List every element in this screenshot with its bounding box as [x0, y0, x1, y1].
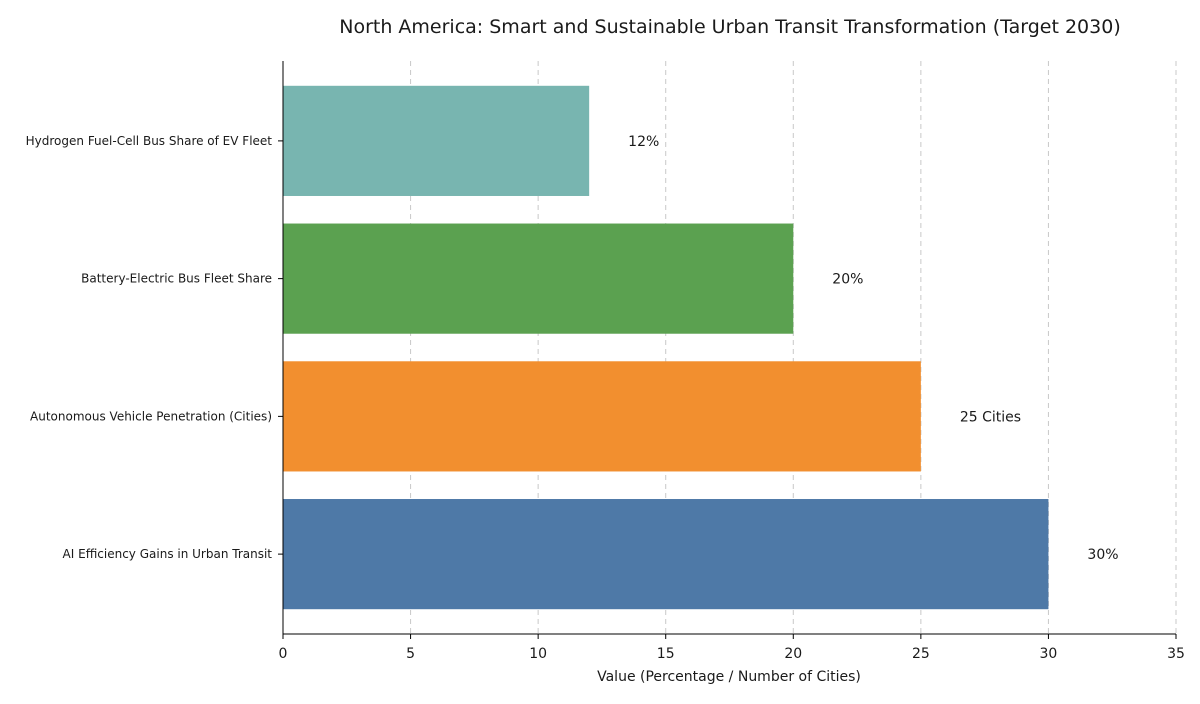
bar: [283, 223, 794, 334]
x-axis-title: Value (Percentage / Number of Cities): [597, 669, 861, 685]
bar-value-label: 20%: [832, 272, 863, 288]
x-tick-label: 35: [1167, 646, 1185, 662]
x-tick-label: 25: [912, 646, 930, 662]
x-tick-label: 0: [279, 646, 288, 662]
x-tick-label: 30: [1040, 646, 1058, 662]
bar-value-label: 30%: [1087, 547, 1118, 563]
x-tick-label: 20: [784, 646, 802, 662]
x-tick-label: 15: [657, 646, 675, 662]
axes: [282, 61, 1176, 635]
x-tick-label: 5: [406, 646, 415, 662]
data-labels: 12% 20% 25 Cities 30%: [628, 134, 1118, 563]
bar-value-label: 12%: [628, 134, 659, 150]
category-label: Hydrogen Fuel-Cell Bus Share of EV Fleet: [26, 134, 273, 148]
bar: [283, 499, 1049, 610]
x-ticks: 0 5 10 15 20 25 30 35: [279, 634, 1185, 662]
category-labels: Hydrogen Fuel-Cell Bus Share of EV Fleet…: [26, 134, 283, 561]
bars: [283, 85, 1049, 610]
category-label: Battery-Electric Bus Fleet Share: [81, 272, 272, 286]
bar: [283, 85, 590, 196]
category-label: Autonomous Vehicle Penetration (Cities): [30, 409, 272, 423]
chart-title: North America: Smart and Sustainable Urb…: [339, 16, 1121, 38]
bar: [283, 361, 921, 472]
bar-value-label: 25 Cities: [960, 409, 1021, 425]
category-label: AI Efficiency Gains in Urban Transit: [63, 547, 273, 561]
x-tick-label: 10: [529, 646, 547, 662]
